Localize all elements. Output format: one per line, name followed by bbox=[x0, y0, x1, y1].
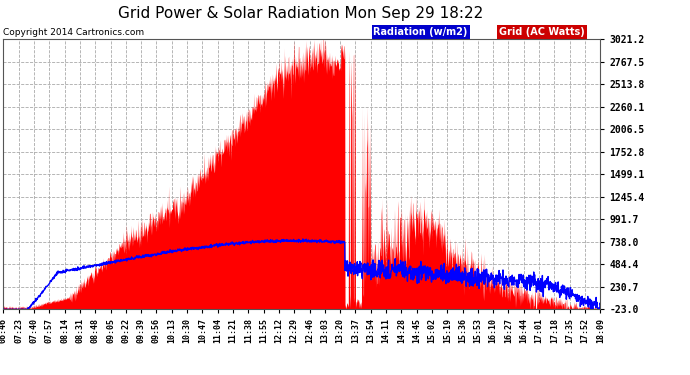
Text: Grid Power & Solar Radiation Mon Sep 29 18:22: Grid Power & Solar Radiation Mon Sep 29 … bbox=[117, 6, 483, 21]
Text: Copyright 2014 Cartronics.com: Copyright 2014 Cartronics.com bbox=[3, 28, 145, 37]
Text: Grid (AC Watts): Grid (AC Watts) bbox=[499, 27, 584, 37]
Text: Radiation (w/m2): Radiation (w/m2) bbox=[373, 27, 468, 37]
